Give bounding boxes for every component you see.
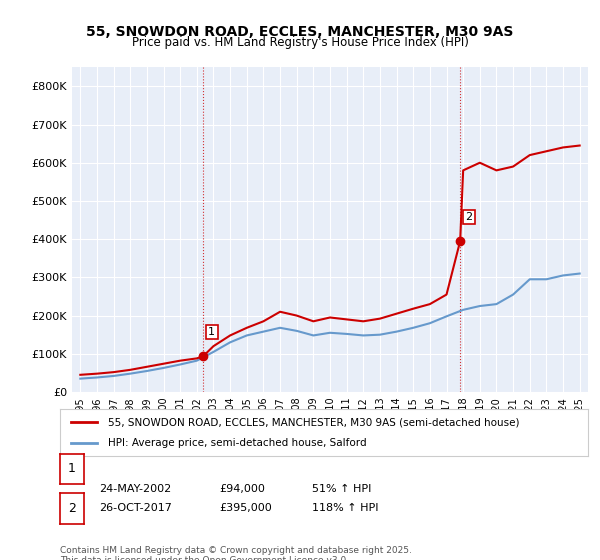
Text: HPI: Average price, semi-detached house, Salford: HPI: Average price, semi-detached house,… xyxy=(107,438,366,448)
Text: Price paid vs. HM Land Registry's House Price Index (HPI): Price paid vs. HM Land Registry's House … xyxy=(131,36,469,49)
Text: 118% ↑ HPI: 118% ↑ HPI xyxy=(312,503,379,514)
Text: £94,000: £94,000 xyxy=(219,484,265,494)
Text: 55, SNOWDON ROAD, ECCLES, MANCHESTER, M30 9AS: 55, SNOWDON ROAD, ECCLES, MANCHESTER, M3… xyxy=(86,25,514,39)
Text: £395,000: £395,000 xyxy=(219,503,272,514)
Text: 2: 2 xyxy=(465,212,472,222)
Text: 51% ↑ HPI: 51% ↑ HPI xyxy=(312,484,371,494)
Text: 26-OCT-2017: 26-OCT-2017 xyxy=(99,503,172,514)
Text: 2: 2 xyxy=(68,502,76,515)
Text: 1: 1 xyxy=(208,327,215,337)
Text: Contains HM Land Registry data © Crown copyright and database right 2025.
This d: Contains HM Land Registry data © Crown c… xyxy=(60,546,412,560)
Text: 55, SNOWDON ROAD, ECCLES, MANCHESTER, M30 9AS (semi-detached house): 55, SNOWDON ROAD, ECCLES, MANCHESTER, M3… xyxy=(107,417,519,427)
Text: 24-MAY-2002: 24-MAY-2002 xyxy=(99,484,171,494)
Text: 1: 1 xyxy=(68,463,76,475)
